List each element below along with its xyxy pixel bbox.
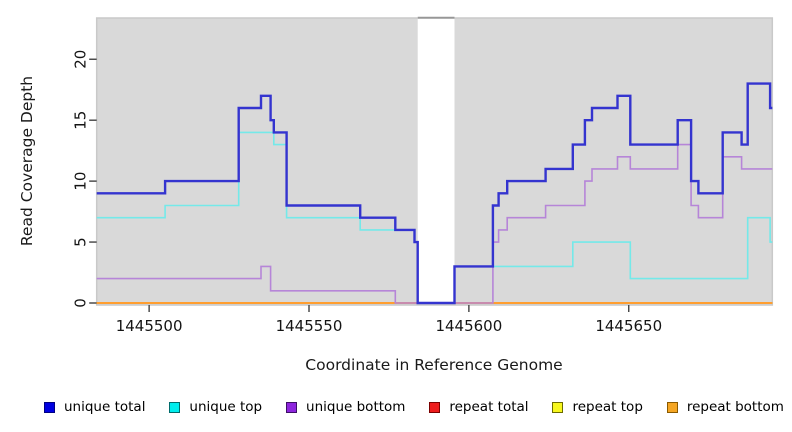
- series-unique-total: [96, 82, 773, 305]
- legend-label: repeat top: [572, 399, 643, 415]
- legend-swatch-unique-bottom: [286, 401, 298, 413]
- gap-band: [417, 16, 455, 304]
- legend-item-repeat-total: repeat total: [429, 399, 529, 415]
- legend-label: repeat bottom: [686, 399, 784, 415]
- y-tick-label: 20: [72, 50, 90, 69]
- y-tick-label: 0: [72, 298, 90, 308]
- legend: unique total unique top unique bottom repea…: [44, 399, 784, 415]
- y-tick-label: 10: [72, 172, 90, 191]
- y-tick-label: 15: [72, 111, 90, 130]
- legend-item-repeat-top: repeat top: [552, 399, 643, 415]
- legend-item-unique-bottom: unique bottom: [286, 399, 405, 415]
- legend-label: unique bottom: [306, 399, 406, 415]
- y-tick-label: 5: [72, 237, 90, 247]
- series-unique-bottom: [96, 143, 773, 304]
- x-tick-label: 1445600: [435, 317, 502, 335]
- legend-item-unique-total: unique total: [44, 399, 145, 415]
- legend-label: unique top: [189, 399, 263, 415]
- x-tick-label: 1445550: [276, 317, 343, 335]
- legend-swatch-repeat-top: [552, 401, 564, 413]
- legend-swatch-unique-total: [44, 401, 55, 413]
- legend-swatch-repeat-bottom: [666, 401, 678, 413]
- legend-swatch-repeat-total: [429, 401, 441, 413]
- legend-item-unique-top: unique top: [169, 399, 262, 415]
- legend-swatch-unique-top: [169, 401, 181, 413]
- x-tick-label: 1445500: [116, 317, 183, 335]
- legend-label: repeat total: [449, 399, 529, 415]
- legend-label: unique total: [64, 399, 146, 415]
- x-tick-label: 1445650: [595, 317, 662, 335]
- y-axis-label: Read Coverage Depth: [18, 75, 36, 247]
- legend-item-repeat-bottom: repeat bottom: [666, 399, 784, 415]
- x-axis-label: Coordinate in Reference Genome: [305, 356, 563, 374]
